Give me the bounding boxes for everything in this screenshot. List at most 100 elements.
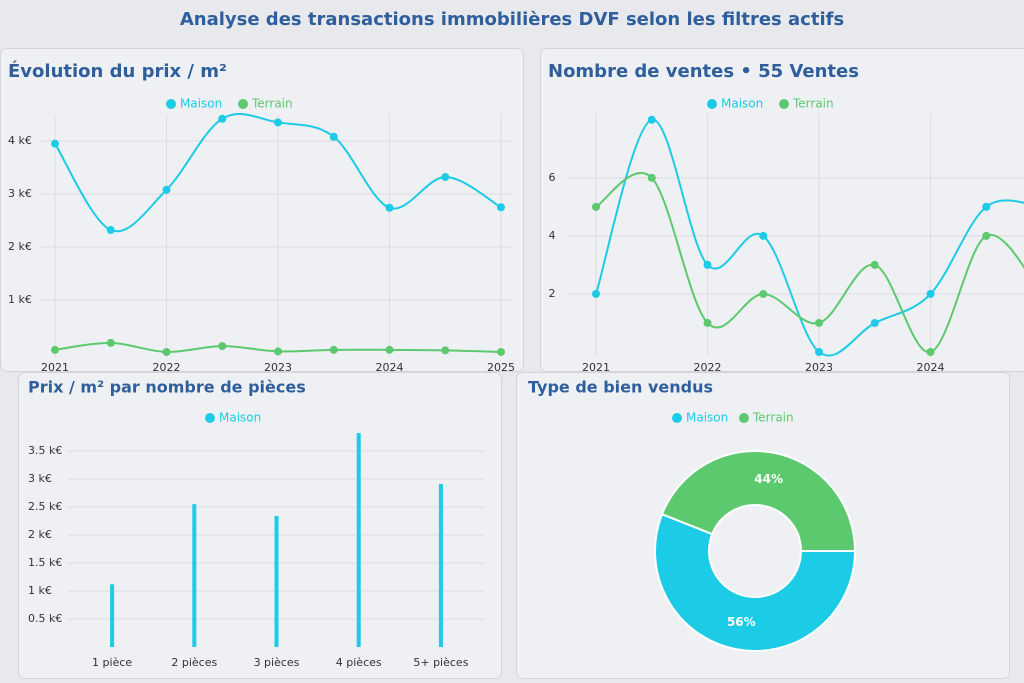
legend-label: Maison xyxy=(721,97,763,111)
data-point xyxy=(592,202,600,211)
data-point xyxy=(162,185,171,194)
data-point xyxy=(759,231,768,240)
legend-marker xyxy=(739,413,749,423)
y-tick-label: 1 k€ xyxy=(8,293,32,306)
data-point xyxy=(497,347,505,356)
x-tick-label: 2021 xyxy=(41,361,69,374)
panel xyxy=(18,372,502,679)
panel xyxy=(0,48,524,372)
data-point xyxy=(106,226,115,235)
page-title: Analyse des transactions immobilières DV… xyxy=(180,9,844,30)
chart: Nombre de ventes • 55 Ventes 2 4 6 2021 2022 2… xyxy=(548,61,1024,374)
data-point xyxy=(870,260,879,269)
x-tick-label: 2025 xyxy=(487,361,515,374)
chart-title: Nombre de ventes • 55 Ventes xyxy=(548,61,859,82)
x-tick-label: 2 pièces xyxy=(171,656,217,669)
data-point xyxy=(385,203,394,212)
chart-title: Prix / m² par nombre de pièces xyxy=(28,378,306,397)
data-point xyxy=(592,289,600,298)
chart: Prix / m² par nombre de pièces 0.5 k€ 1 k€… xyxy=(28,378,484,669)
legend-marker xyxy=(672,413,682,423)
legend-label: Terrain xyxy=(752,411,794,425)
pie-slice xyxy=(660,450,857,552)
y-tick-label: 1.5 k€ xyxy=(28,556,62,569)
bar xyxy=(274,515,279,647)
legend-marker xyxy=(238,99,248,109)
bar xyxy=(192,504,197,647)
y-tick-label: 2 xyxy=(549,287,556,300)
data-point xyxy=(703,318,712,327)
y-tick-label: 2 k€ xyxy=(28,528,52,541)
data-point xyxy=(497,203,505,212)
data-point xyxy=(815,318,823,327)
data-point xyxy=(51,139,59,148)
data-point xyxy=(218,342,227,351)
legend-marker xyxy=(205,413,215,423)
data-point xyxy=(982,202,991,211)
slice-label: 56% xyxy=(727,615,756,629)
panel xyxy=(516,372,1010,679)
legend-marker xyxy=(779,99,789,109)
y-tick-label: 4 k€ xyxy=(8,134,32,147)
y-tick-label: 4 xyxy=(549,229,556,242)
chart: Type de bien vendus 56% 44% Maison Terrain xyxy=(528,378,857,652)
y-tick-label: 3 k€ xyxy=(28,472,52,485)
data-point xyxy=(162,347,171,356)
pie-slice xyxy=(654,512,857,652)
data-point xyxy=(329,345,338,354)
x-tick-label: 2021 xyxy=(582,361,610,374)
y-tick-label: 0.5 k€ xyxy=(28,612,62,625)
bar xyxy=(356,433,361,647)
y-tick-label: 3 k€ xyxy=(8,187,32,200)
bar xyxy=(110,584,115,647)
bar xyxy=(438,484,443,647)
x-tick-label: 4 pièces xyxy=(336,656,382,669)
data-point xyxy=(106,338,115,347)
x-tick-label: 2022 xyxy=(153,361,181,374)
data-point xyxy=(870,318,879,327)
legend-marker xyxy=(707,99,717,109)
data-point xyxy=(647,115,656,124)
y-tick-label: 2 k€ xyxy=(8,240,32,253)
y-tick-label: 2.5 k€ xyxy=(28,500,62,513)
data-point xyxy=(274,347,282,356)
legend-label: Terrain xyxy=(251,97,293,111)
data-point xyxy=(385,345,394,354)
panel xyxy=(540,48,1024,372)
chart: Évolution du prix / m² 1 k€ 2 k€ 3 k€ 4 k€ 20… xyxy=(8,60,515,374)
x-tick-label: 1 pièce xyxy=(92,656,132,669)
data-point xyxy=(441,346,450,355)
chart-title: Type de bien vendus xyxy=(528,378,713,397)
legend-label: Maison xyxy=(686,411,728,425)
x-tick-label: 2022 xyxy=(694,361,722,374)
data-point xyxy=(51,345,59,354)
x-tick-label: 2024 xyxy=(376,361,404,374)
data-point xyxy=(703,260,712,269)
data-point xyxy=(329,132,338,141)
x-tick-label: 2023 xyxy=(264,361,292,374)
data-point xyxy=(982,231,991,240)
data-point xyxy=(441,173,450,182)
slice-label: 44% xyxy=(754,472,783,486)
data-point xyxy=(926,289,935,298)
x-tick-label: 2023 xyxy=(805,361,833,374)
chart-title: Évolution du prix / m² xyxy=(8,60,227,82)
data-point xyxy=(759,289,768,298)
data-point xyxy=(815,348,823,356)
x-tick-label: 2024 xyxy=(917,361,945,374)
legend-marker xyxy=(166,99,176,109)
y-tick-label: 6 xyxy=(549,171,556,184)
data-point xyxy=(647,173,656,182)
legend-label: Maison xyxy=(219,411,261,425)
x-tick-label: 3 pièces xyxy=(254,656,300,669)
data-point xyxy=(926,348,935,356)
data-point xyxy=(274,118,282,127)
legend-label: Terrain xyxy=(792,97,834,111)
data-point xyxy=(218,114,227,123)
x-tick-label: 5+ pièces xyxy=(413,656,468,669)
y-tick-label: 1 k€ xyxy=(28,584,52,597)
legend-label: Maison xyxy=(180,97,222,111)
y-tick-label: 3.5 k€ xyxy=(28,444,62,457)
